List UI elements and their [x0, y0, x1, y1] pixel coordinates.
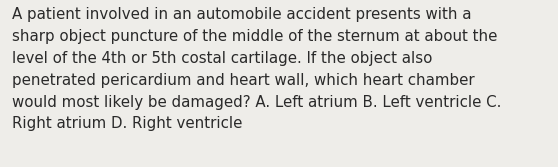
Text: A patient involved in an automobile accident presents with a
sharp object punctu: A patient involved in an automobile acci… [12, 7, 502, 131]
